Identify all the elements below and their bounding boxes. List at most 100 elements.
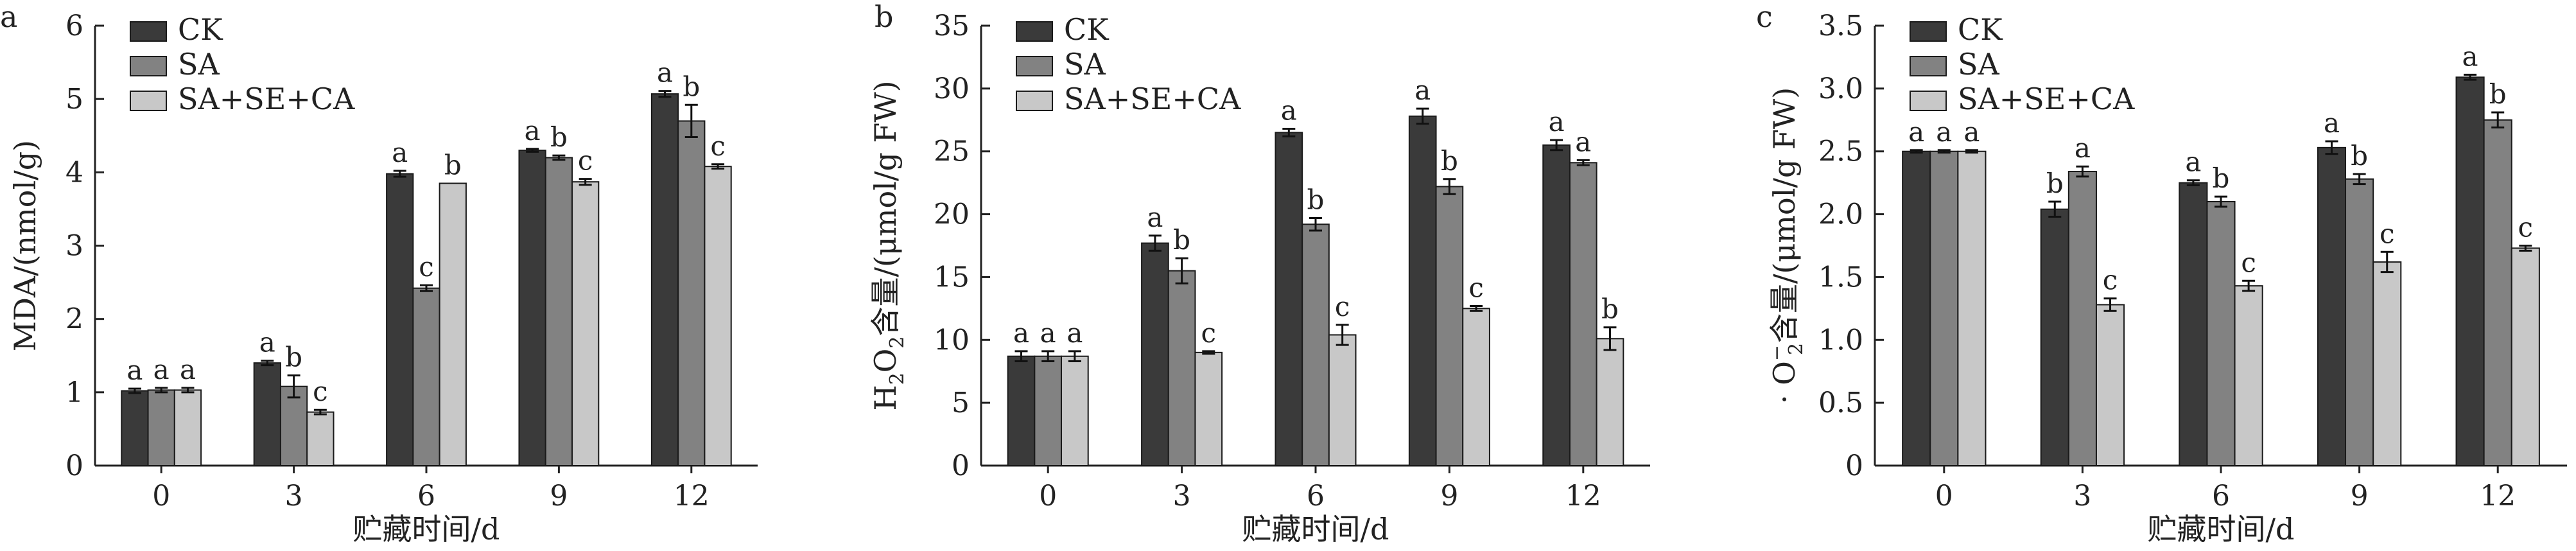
y-title-subscript: 2 [886,372,909,385]
significance-label: a [2185,146,2201,178]
x-tick-label: 9 [550,480,568,512]
significance-label: a [2324,107,2340,139]
bar-ck [2040,208,2069,466]
y-tick-label: 0.5 [1818,387,1863,419]
bar-ck [386,173,414,466]
legend-label: SA [1064,47,1106,82]
y-tick-label: 35 [934,10,970,42]
y-tick-label: 15 [934,261,970,293]
significance-label: c [710,130,726,162]
bar-sa-se-ca [1328,334,1357,467]
legend-swatch [1910,91,1947,111]
legend-label: SA [1958,47,2000,82]
legend-swatch [130,56,167,76]
bar-ck [1902,150,1931,466]
significance-label: b [2489,78,2507,110]
significance-label: a [1040,317,1056,349]
bar-sa-se-ca [2095,304,2125,466]
y-tick-label: 0 [1845,450,1863,482]
significance-label: c [1201,317,1217,349]
significance-label: b [1307,184,1325,215]
legend-swatch [1910,21,1947,42]
y-title-subscript: 2 [1785,343,1807,355]
x-tick-label: 6 [2212,480,2230,512]
bar-sa-se-ca [1957,150,1987,466]
significance-label: a [657,57,673,89]
significance-label: c [2518,212,2534,243]
significance-label: a [126,354,143,386]
significance-label: a [180,354,196,385]
significance-label: b [1441,145,1458,177]
panel-letter: a [0,0,17,34]
significance-label: a [153,354,170,385]
significance-label: c [2380,218,2395,249]
legend-swatch [1910,56,1947,76]
bar-sa-se-ca [1061,355,1089,466]
y-title-part: 含量/(μmol/g FW) [1767,87,1802,343]
significance-label: a [1281,94,1297,126]
x-tick-label: 0 [1935,480,1953,512]
y-tick-label: 2.0 [1818,198,1863,231]
y-tick-label: 3 [65,230,83,263]
x-tick-label: 6 [1307,480,1325,512]
significance-label: a [2075,132,2091,164]
bar-sa-se-ca [2511,247,2540,466]
legend-label: CK [178,12,223,47]
bar-sa-se-ca [704,166,732,466]
bar-ck [1007,355,1036,466]
significance-label: a [525,115,541,146]
significance-label: c [1335,291,1350,322]
bar-sa [677,120,706,466]
bar-sa-se-ca [1596,338,1624,466]
bar-sa [1929,150,1959,466]
y-title-superscript: − [1766,345,1788,361]
significance-label: a [1414,74,1431,106]
bar-sa-se-ca [1194,351,1223,466]
y-tick-label: 1 [65,376,83,409]
y-tick-label: 1.5 [1818,261,1863,293]
y-tick-label: 3.0 [1818,73,1863,105]
significance-label: a [1147,202,1163,233]
significance-label: c [1468,272,1484,303]
y-tick-label: 5 [65,83,83,116]
bar-sa-se-ca [571,181,600,466]
bar-sa [2345,178,2374,466]
y-tick-label: 0 [65,450,83,482]
significance-label: a [1936,116,1952,148]
x-tick-label: 12 [1565,480,1601,512]
bar-ck [253,362,281,467]
legend-label: SA+SE+CA [178,82,355,116]
x-tick-label: 9 [1440,480,1458,512]
bar-ck [1141,242,1169,466]
y-tick-label: 30 [934,73,970,105]
significance-label: a [259,327,275,358]
bar-sa [412,287,440,466]
bar-ck [121,390,149,466]
y-title-part: O [868,349,903,373]
bar-sa-se-ca [306,411,335,466]
bar-sa [544,157,573,466]
y-title-subscript: 2 [886,337,909,349]
y-tick-label: 1.0 [1818,324,1863,356]
x-tick-label: 0 [152,480,170,512]
y-tick-label: 25 [934,136,970,168]
y-tick-label: 3.5 [1818,10,1863,42]
significance-label: b [683,71,700,102]
bar-sa-se-ca [2234,285,2263,466]
y-axis-title: · O−2含量/(μmol/g FW) [1766,87,1807,404]
y-tick-label: 2 [65,303,83,336]
legend-label: SA+SE+CA [1064,82,1241,116]
significance-label: b [1173,224,1190,256]
bar-sa [1167,270,1196,466]
legend-swatch [130,21,167,42]
bar-sa [1301,223,1330,466]
x-tick-label: 9 [2351,480,2369,512]
significance-label: b [550,121,568,153]
y-tick-label: 10 [934,324,970,356]
bar-sa-se-ca [173,389,202,466]
significance-label: b [2046,168,2064,199]
bar-ck [518,150,546,466]
